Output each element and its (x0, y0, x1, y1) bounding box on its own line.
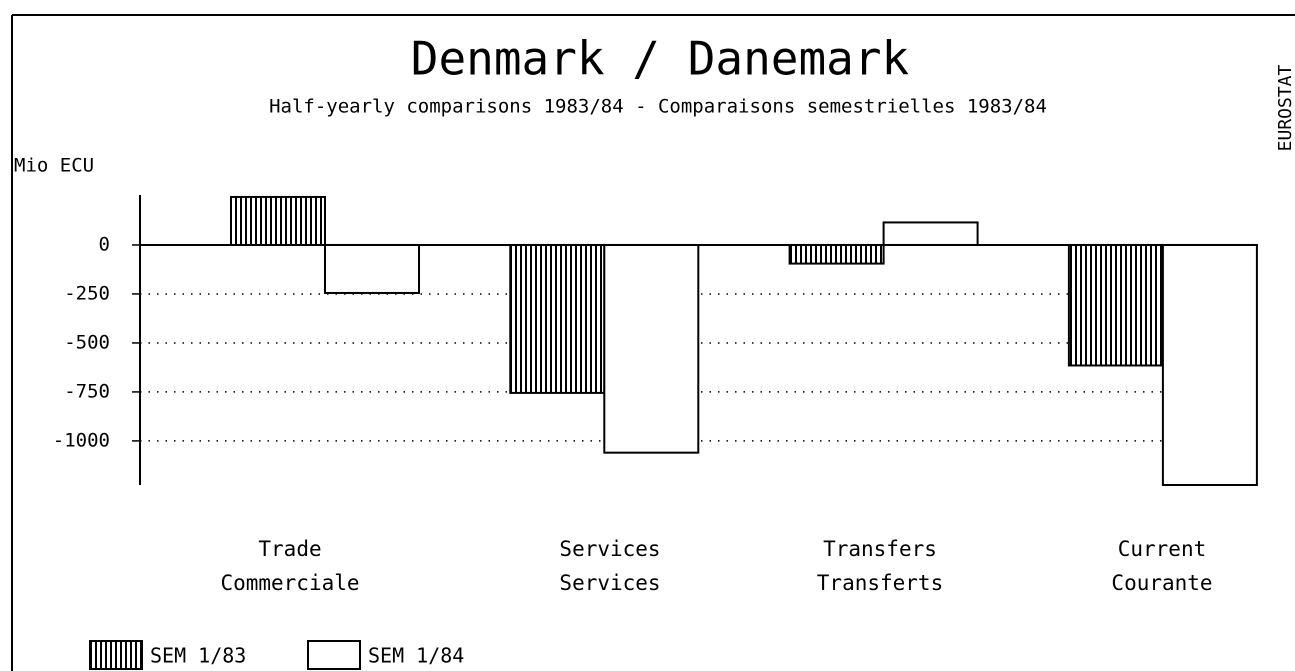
y-tick-label: 0 (99, 233, 110, 255)
x-tick-label: Services (559, 571, 660, 595)
x-tick-label: Commerciale (220, 571, 359, 595)
source-label: EUROSTAT (1275, 64, 1295, 151)
y-axis-label: Mio ECU (14, 155, 94, 177)
y-tick-label: -250 (64, 282, 110, 304)
chart-subtitle: Half-yearly comparisons 1983/84 - Compar… (269, 96, 1047, 118)
y-tick-label: -500 (64, 331, 110, 353)
y-tick-label: -1000 (53, 429, 110, 451)
x-tick-label: Services (559, 537, 660, 561)
legend-label: SEM 1/84 (368, 644, 464, 668)
bar (882, 221, 979, 246)
bar (509, 243, 606, 394)
legend-swatch (307, 640, 361, 670)
bar (324, 243, 420, 294)
x-tick-label: Trade (258, 537, 321, 561)
bar (1161, 243, 1258, 486)
x-tick-label: Transferts (817, 571, 943, 595)
legend-swatch (89, 640, 143, 670)
x-tick-label: Transfers (823, 537, 937, 561)
x-tick-label: Current (1118, 537, 1207, 561)
x-tick-label: Courante (1111, 571, 1212, 595)
bar (230, 195, 326, 246)
y-tick-label: -750 (64, 380, 110, 402)
bar (603, 243, 700, 454)
legend-label: SEM 1/83 (150, 644, 246, 668)
bar (788, 243, 885, 265)
bar (1067, 243, 1164, 367)
chart-title: Denmark / Danemark (411, 32, 910, 86)
